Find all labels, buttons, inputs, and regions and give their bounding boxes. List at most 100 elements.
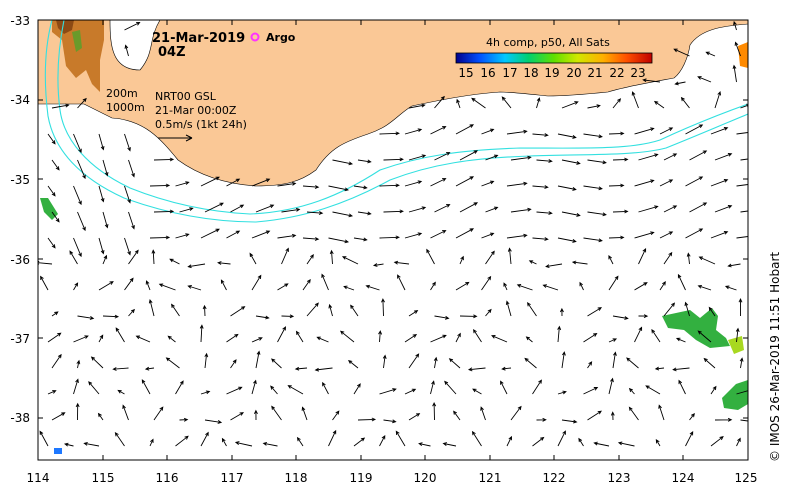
- current-arrow: [153, 157, 175, 162]
- current-arrow: [732, 64, 737, 83]
- current-arrow: [485, 250, 495, 265]
- current-arrow: [217, 261, 231, 265]
- current-arrow: [678, 379, 686, 395]
- current-arrow: [724, 285, 737, 291]
- sst-patch-west-coast-dark: [56, 20, 74, 34]
- current-arrow: [404, 180, 423, 187]
- current-arrow: [199, 324, 204, 343]
- current-arrow: [481, 128, 495, 135]
- current-arrow: [471, 97, 486, 109]
- current-arrow: [124, 44, 129, 57]
- current-arrow: [230, 306, 246, 317]
- current-arrow: [634, 326, 643, 343]
- legend-tick: 19: [544, 66, 559, 80]
- current-arrow: [680, 96, 690, 109]
- current-arrow: [536, 417, 547, 422]
- current-arrow: [329, 249, 334, 265]
- current-arrow: [281, 247, 289, 265]
- current-arrow: [221, 437, 227, 447]
- current-arrow: [204, 202, 224, 213]
- current-arrow: [593, 441, 610, 447]
- current-arrow: [277, 181, 297, 187]
- lat-axis: -33 -34 -35 -36 -37 -38: [10, 14, 30, 425]
- current-arrow: [714, 153, 733, 161]
- current-arrow: [628, 406, 639, 421]
- current-arrow: [617, 441, 635, 447]
- current-arrow: [736, 390, 748, 395]
- current-arrow: [64, 442, 74, 447]
- current-arrow: [122, 404, 129, 421]
- current-arrow: [255, 204, 275, 213]
- current-arrow: [379, 183, 400, 188]
- current-arrow: [587, 211, 607, 217]
- lon-label: 121: [479, 471, 502, 485]
- current-arrow: [532, 185, 549, 189]
- current-arrow: [277, 233, 297, 239]
- current-arrow: [684, 301, 690, 317]
- current-arrow: [51, 311, 59, 317]
- current-arrow: [328, 429, 337, 447]
- current-arrow: [612, 315, 629, 320]
- current-arrow: [442, 442, 457, 447]
- current-arrow: [128, 159, 135, 178]
- current-arrow: [302, 278, 311, 291]
- current-arrow: [357, 159, 372, 164]
- current-arrow: [459, 150, 479, 161]
- current-arrow: [51, 412, 66, 421]
- current-arrow: [536, 211, 553, 215]
- current-arrow: [314, 367, 333, 372]
- current-arrow: [253, 409, 258, 421]
- current-arrow: [76, 359, 81, 369]
- current-arrow: [583, 133, 603, 139]
- current-arrow: [77, 315, 95, 320]
- current-arrow: [249, 252, 257, 265]
- current-arrow: [733, 20, 737, 31]
- lat-label: -37: [10, 332, 30, 346]
- current-arrow: [583, 333, 598, 343]
- current-arrow: [471, 430, 482, 447]
- current-arrow: [69, 250, 78, 265]
- current-arrow: [73, 133, 82, 154]
- current-arrow: [545, 263, 563, 269]
- current-arrow: [610, 411, 615, 421]
- current-arrow: [51, 159, 60, 171]
- current-arrow: [448, 358, 461, 369]
- current-arrow: [115, 327, 125, 343]
- current-arrow: [430, 334, 447, 343]
- current-arrow: [557, 325, 562, 343]
- current-arrow: [612, 209, 629, 214]
- current-arrow: [430, 230, 447, 239]
- current-arrow: [561, 351, 566, 369]
- lon-label: 118: [285, 471, 308, 485]
- current-arrow: [357, 417, 377, 422]
- current-arrow: [714, 205, 733, 213]
- current-arrow: [500, 380, 508, 395]
- current-arrow: [322, 381, 329, 395]
- sst-legend: 4h comp, p50, All Sats 15 16 17 18 19 20…: [455, 36, 653, 80]
- current-arrow: [98, 237, 105, 255]
- current-arrow: [528, 260, 537, 265]
- current-arrow: [628, 387, 635, 395]
- current-arrow: [200, 176, 220, 187]
- current-arrow: [395, 430, 406, 447]
- current-arrow: [255, 350, 261, 369]
- current-arrow: [536, 97, 541, 109]
- current-arrow: [141, 379, 151, 395]
- current-arrow: [77, 159, 86, 180]
- current-arrow: [698, 256, 716, 265]
- current-arrow: [379, 434, 386, 447]
- current-arrow: [561, 211, 581, 217]
- current-arrow: [73, 185, 82, 206]
- current-arrow: [645, 385, 661, 395]
- lat-label: -35: [10, 173, 30, 187]
- current-arrow: [672, 367, 690, 372]
- current-arrow: [255, 315, 270, 320]
- current-arrow: [112, 367, 129, 371]
- current-arrow: [301, 406, 308, 421]
- lat-label: -34: [10, 93, 30, 107]
- current-arrow: [167, 335, 176, 343]
- current-arrow: [397, 274, 406, 291]
- current-arrow: [659, 179, 674, 187]
- current-arrow: [626, 357, 639, 369]
